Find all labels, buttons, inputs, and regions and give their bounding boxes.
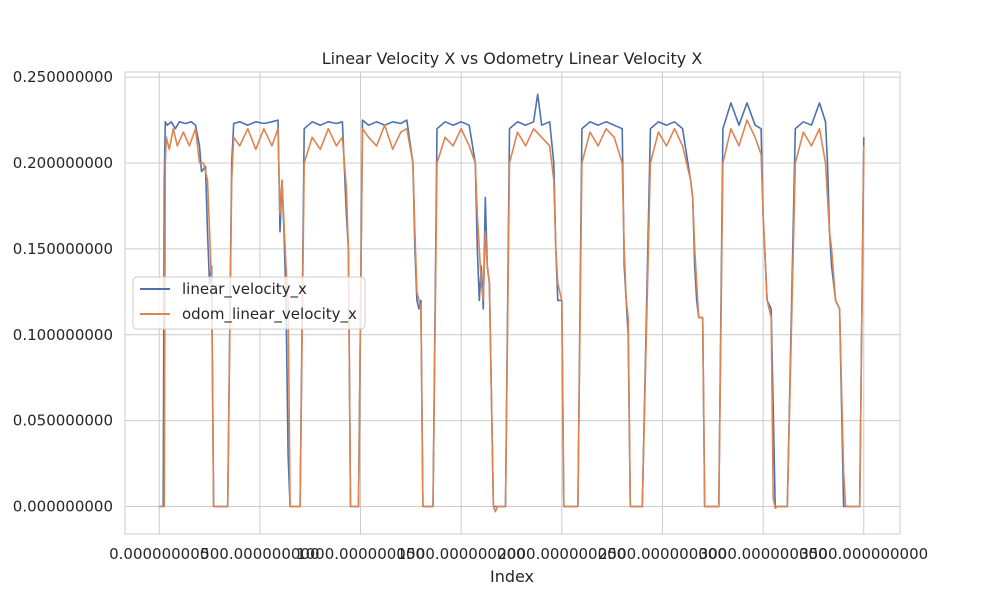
x-tick-label: 500.000000000: [200, 545, 319, 563]
y-axis-ticks: 0.000000000 0.050000000 0.100000000 0.15000…: [13, 68, 113, 515]
y-tick-label: 0.150000000: [13, 240, 113, 258]
x-axis-ticks: 0.000000000500.0000000001000.00000000015…: [109, 545, 928, 563]
x-tick-label: 0.000000000: [109, 545, 209, 563]
series-line-odom-linear-velocity-x: [159, 119, 865, 513]
y-tick-label: 0.000000000: [13, 498, 113, 516]
x-tick-label: 2500.000000000: [598, 545, 727, 563]
plot-area-frame: [124, 71, 901, 535]
series-layer: [159, 93, 865, 513]
legend-box: [132, 276, 366, 330]
y-tick-label: 0.250000000: [13, 68, 113, 86]
x-tick-label: 1000.000000000: [296, 545, 425, 563]
chart-title: Linear Velocity X vs Odometry Linear Vel…: [322, 49, 703, 68]
x-tick-label: 1500.000000000: [397, 545, 526, 563]
y-tick-label: 0.200000000: [13, 154, 113, 172]
legend: linear_velocity_x odom_linear_velocity_x: [132, 276, 366, 330]
y-tick-label: 0.050000000: [13, 412, 113, 430]
legend-label-odom-linear-velocity-x: odom_linear_velocity_x: [182, 305, 357, 324]
x-tick-label: 3500.000000000: [799, 545, 928, 563]
y-tick-label: 0.100000000: [13, 326, 113, 344]
legend-label-linear-velocity-x: linear_velocity_x: [182, 280, 307, 299]
x-tick-label: 2000.000000000: [497, 545, 626, 563]
x-tick-label: 3000.000000000: [699, 545, 828, 563]
x-axis-label: Index: [490, 567, 534, 586]
